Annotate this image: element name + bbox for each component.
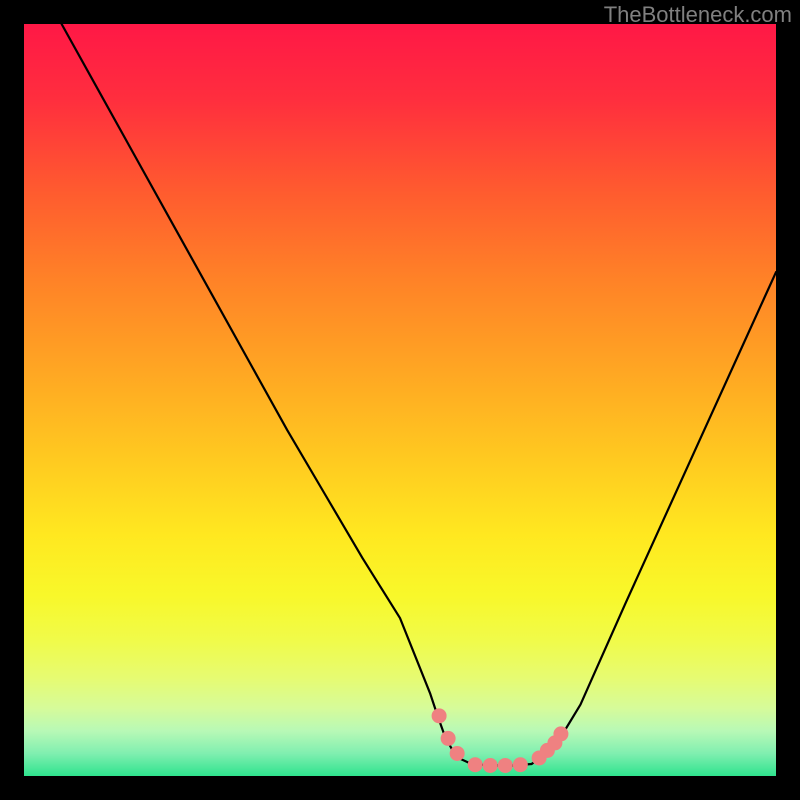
gradient-bg bbox=[24, 24, 776, 776]
curve-marker bbox=[432, 708, 447, 723]
curve-layer bbox=[24, 24, 776, 776]
curve-marker bbox=[498, 758, 513, 773]
watermark-label: TheBottleneck.com bbox=[604, 2, 792, 28]
curve-marker bbox=[513, 757, 528, 772]
chart-stage: TheBottleneck.com bbox=[0, 0, 800, 800]
curve-marker bbox=[483, 758, 498, 773]
curve-marker bbox=[553, 726, 568, 741]
plot-area bbox=[24, 24, 776, 776]
curve-marker bbox=[450, 746, 465, 761]
curve-marker bbox=[441, 731, 456, 746]
curve-marker bbox=[468, 757, 483, 772]
